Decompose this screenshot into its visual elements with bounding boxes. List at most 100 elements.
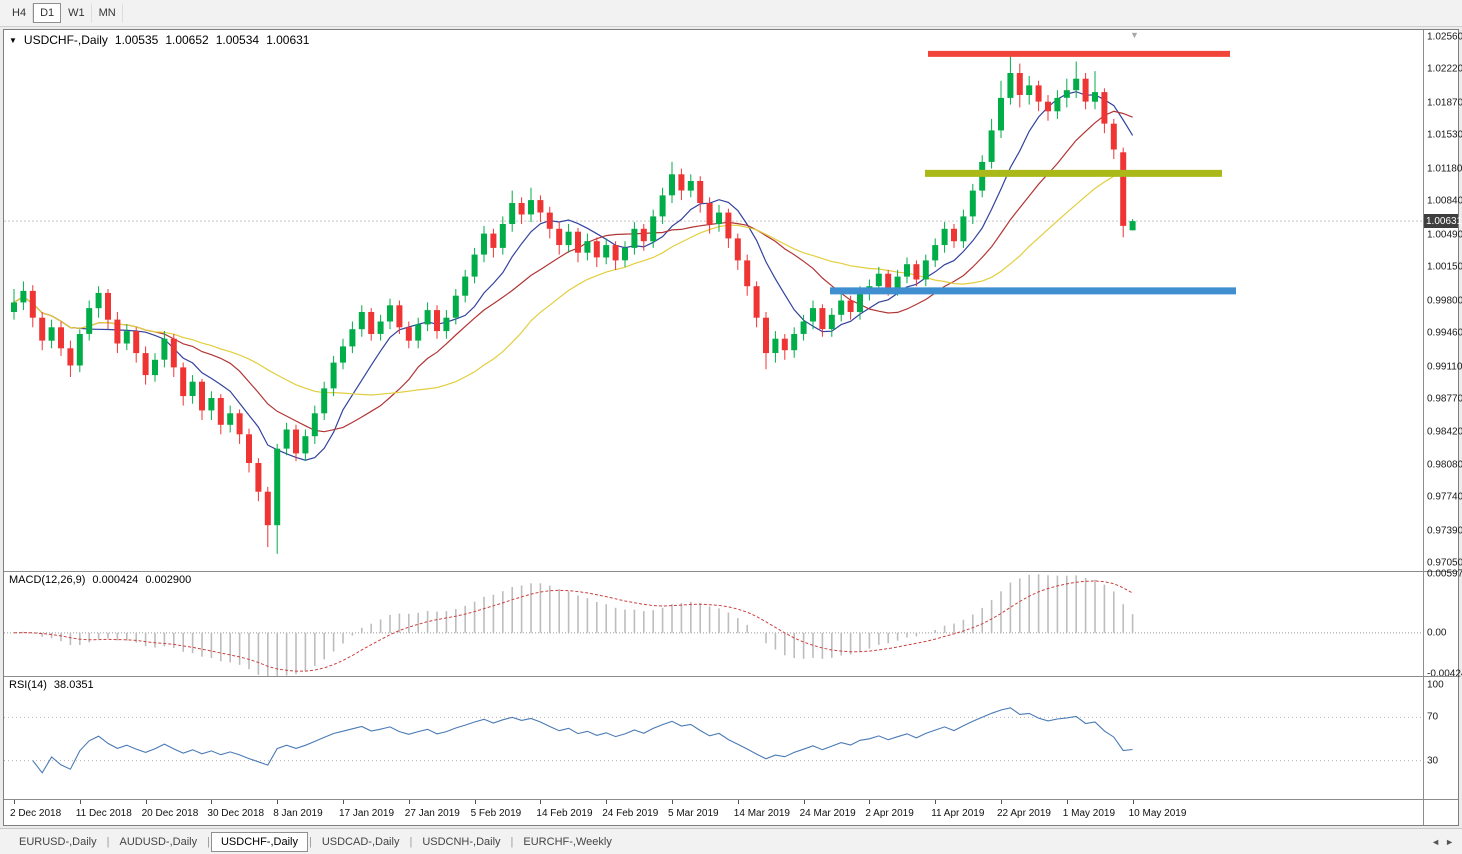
price-axis-label: 1.01530 (1427, 129, 1462, 141)
date-label[interactable]: 2 Apr 2019 (865, 808, 914, 819)
tab-audusd-daily[interactable]: AUDUSD-,Daily (119, 835, 198, 848)
date-label[interactable]: 14 Mar 2019 (733, 808, 790, 819)
macd-panel[interactable]: MACD(12,26,9) 0.000424 0.002900 (4, 572, 1423, 676)
macd-axis-label: 0.00 (1427, 627, 1447, 639)
date-tick (606, 800, 608, 804)
price-axis-label: 0.99110 (1427, 361, 1462, 372)
rsi-axis: 100 70 30 (1424, 677, 1458, 799)
price-axis-label: 1.01870 (1427, 97, 1462, 109)
price-axis-label: 0.97740 (1427, 491, 1462, 503)
price-axis-label: 1.00840 (1427, 195, 1462, 207)
date-label[interactable]: 17 Jan 2019 (339, 808, 395, 819)
date-label[interactable]: 11 Apr 2019 (931, 808, 985, 819)
macd-axis-label: -0.00424 (1427, 668, 1462, 680)
date-label[interactable]: 5 Feb 2019 (470, 808, 522, 819)
ma-line-8 (13, 91, 1134, 461)
macd-histogram (13, 574, 1134, 676)
ohlc-low: 1.00534 (215, 33, 260, 47)
date-label[interactable]: 14 Feb 2019 (536, 808, 593, 819)
date-label[interactable]: 27 Jan 2019 (404, 808, 460, 819)
date-tick (14, 800, 15, 804)
timeframe-button-mn[interactable]: MN (92, 3, 123, 23)
date-axis[interactable]: 2 Dec 2018 11 Dec 2018 20 Dec 2018 30 Dec 2… (4, 800, 1458, 825)
rsi-axis-label: 70 (1427, 711, 1439, 723)
chart-window: ▼ USDCHF-,Daily 1.00535 1.00652 1.00534 … (3, 29, 1462, 826)
tab-separator: | (510, 835, 514, 848)
price-axis-label: 1.02560 (1427, 31, 1462, 43)
price-axis-label: 1.00490 (1427, 229, 1462, 240)
tab-separator: | (409, 835, 413, 848)
date-tick (803, 800, 805, 804)
price-axis-label: 1.00150 (1427, 261, 1462, 273)
tab-usdchf-daily[interactable]: USDCHF-,Daily (210, 831, 308, 852)
date-label[interactable]: 2 Dec 2018 (10, 808, 62, 819)
macd-axis: 0.00597 0.00 -0.00424 (1424, 569, 1462, 680)
price-shift-marker-icon[interactable]: ▼ (1130, 30, 1139, 40)
tab-eurchf-weekly[interactable]: EURCHF-,Weekly (523, 835, 612, 848)
date-tick (737, 800, 739, 804)
date-label[interactable]: 1 May 2019 (1062, 808, 1116, 819)
tab-scroll-right-icon[interactable]: ► (1445, 836, 1454, 847)
rsi-value: 38.0351 (53, 679, 94, 691)
rsi-panel[interactable]: RSI(14) 38.0351 (4, 677, 1423, 799)
date-tick (672, 800, 673, 804)
date-label[interactable]: 5 Mar 2019 (668, 808, 719, 819)
macd-signal-value: 0.002900 (145, 574, 192, 586)
ma-line-16 (13, 110, 1133, 433)
tab-eurusd-daily[interactable]: EURUSD-,Daily (19, 835, 97, 848)
tab-scroll-arrows: ◄ ► (1431, 837, 1454, 847)
timeframe-button-h4[interactable]: H4 (5, 3, 34, 23)
tab-usdcnh-daily[interactable]: USDCNH-,Daily (422, 835, 501, 848)
macd-axis-label: 0.00597 (1427, 568, 1462, 580)
macd-name: MACD(12,26,9) (9, 574, 86, 586)
date-label[interactable]: 24 Mar 2019 (799, 808, 856, 819)
date-tick (408, 800, 410, 804)
price-axis-label: 0.98770 (1427, 393, 1462, 405)
rsi-title: RSI(14) 38.0351 (9, 679, 94, 691)
date-label[interactable]: 10 May 2019 (1128, 808, 1187, 819)
main-chart-panel[interactable]: ▼ USDCHF-,Daily 1.00535 1.00652 1.00534 … (4, 30, 1423, 571)
panel-separator[interactable] (4, 676, 1458, 677)
date-label[interactable]: 24 Feb 2019 (602, 808, 659, 819)
price-axis-label: 0.97390 (1427, 525, 1462, 537)
date-tick (79, 800, 81, 804)
date-tick (145, 800, 147, 804)
timeframe-button-w1[interactable]: W1 (61, 3, 92, 23)
date-tick (540, 800, 542, 804)
macd-main-value: 0.000424 (92, 574, 139, 586)
macd-signal-line (13, 580, 1133, 672)
main-price-axis: 1.02560 1.02220 1.01870 1.01530 1.01180 1.008… (1424, 30, 1462, 571)
ohlc-high: 1.00652 (165, 33, 209, 47)
panel-separator[interactable] (4, 571, 1458, 572)
date-tick (935, 800, 937, 804)
rsi-line (32, 707, 1133, 774)
tab-scroll-left-icon[interactable]: ◄ (1431, 836, 1441, 847)
ma-line-28 (13, 170, 1133, 396)
symbol-dropdown-icon[interactable]: ▼ (9, 35, 17, 45)
panel-separator (4, 799, 1458, 800)
candlesticks (11, 52, 1136, 554)
timeframe-toolbar: H4 D1 W1 MN (0, 0, 1462, 27)
date-label[interactable]: 30 Dec 2018 (207, 808, 265, 819)
tab-usdcad-daily[interactable]: USDCAD-,Daily (321, 835, 400, 848)
date-label[interactable]: 22 Apr 2019 (997, 808, 1051, 819)
date-label[interactable]: 11 Dec 2018 (75, 808, 132, 819)
current-price-tag: 1.00631 (1424, 214, 1462, 229)
date-tick (343, 800, 344, 804)
date-label[interactable]: 20 Dec 2018 (141, 808, 199, 819)
date-tick (474, 800, 476, 804)
chart-tab-bar: EURUSD-,Daily | AUDUSD-,Daily | USDCHF-,Dail… (0, 828, 1462, 854)
tab-separator: | (308, 835, 312, 848)
price-axis-label: 1.02220 (1427, 63, 1462, 75)
price-axis-label: 0.99800 (1427, 295, 1462, 306)
timeframe-button-d1[interactable]: D1 (33, 3, 62, 23)
price-axis-label: 0.98420 (1427, 426, 1462, 438)
date-tick (869, 800, 871, 804)
date-tick (1132, 800, 1134, 804)
ohlc-close: 1.00631 (266, 33, 310, 47)
tab-separator: | (207, 835, 210, 848)
date-label[interactable]: 8 Jan 2019 (273, 808, 323, 819)
rsi-name: RSI(14) (9, 679, 47, 691)
price-axis-label: 0.98080 (1427, 459, 1462, 471)
